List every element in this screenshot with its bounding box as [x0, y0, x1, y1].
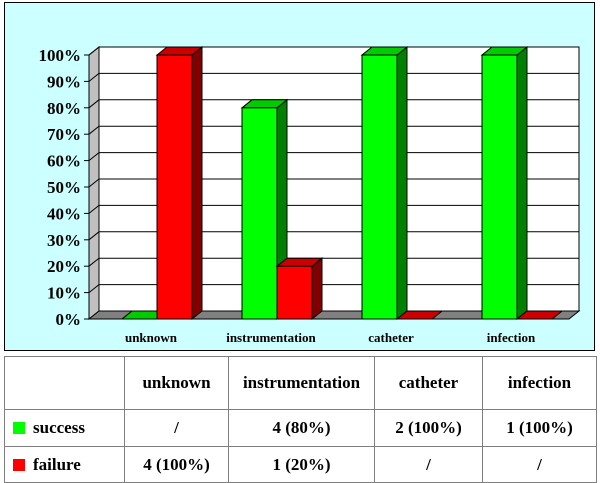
failure-swatch	[13, 458, 25, 471]
gridline	[88, 204, 579, 214]
y-tick-label: 10%	[47, 284, 81, 303]
gridline	[88, 46, 579, 56]
bar-chart: 0% 10% 20% 30% 40% 50% 60% 70% 80% 90% 100% unknown…	[39, 45, 581, 345]
y-tick-label: 20%	[47, 257, 81, 276]
x-category-label: infection	[487, 330, 536, 345]
table-cell: 2 (100%)	[374, 409, 483, 447]
x-category-label: catheter	[368, 330, 414, 345]
table-header-row: unknown instrumentation catheter infecti…	[4, 356, 597, 410]
y-tick-label: 80%	[47, 99, 81, 118]
table-cell: /	[482, 446, 597, 483]
table-cell: 1 (100%)	[482, 409, 597, 447]
table-header-instrumentation: instrumentation	[228, 356, 375, 410]
bar-failure	[276, 265, 313, 320]
bar-side-success	[516, 45, 528, 321]
table-cell: 4 (80%)	[228, 409, 375, 447]
table-header-unknown: unknown	[124, 356, 229, 410]
table-cell: /	[374, 446, 483, 483]
y-tick-label: 100%	[39, 46, 82, 65]
chart-panel: 0% 10% 20% 30% 40% 50% 60% 70% 80% 90% 100% unknown…	[4, 2, 595, 351]
series-name: success	[33, 418, 85, 437]
bar-side-failure	[191, 45, 203, 321]
table-header-corner	[4, 356, 125, 410]
table-cell: 4 (100%)	[124, 446, 229, 483]
series-label-failure: failure	[4, 446, 125, 483]
gridline	[88, 284, 579, 293]
y-tick-label: 50%	[47, 178, 81, 197]
gridline	[88, 152, 579, 161]
y-tick-label: 60%	[47, 152, 81, 171]
table-header-catheter: catheter	[374, 356, 483, 410]
table-header-infection: infection	[482, 356, 597, 410]
y-tick-label: 90%	[47, 72, 81, 91]
bar-success	[361, 54, 398, 320]
success-swatch	[13, 422, 25, 434]
bar-top-failure	[515, 310, 564, 320]
gridline	[88, 231, 579, 241]
bar-top-failure	[395, 310, 444, 320]
bar-failure	[156, 54, 193, 320]
y-tick-label: 70%	[47, 125, 81, 144]
y-tick-label: 30%	[47, 231, 81, 250]
table-row: success / 4 (80%) 2 (100%) 1 (100%)	[4, 409, 597, 447]
table-row: failure 4 (100%) 1 (20%) / /	[4, 446, 597, 483]
bar-success	[241, 107, 278, 320]
gridline	[88, 99, 579, 109]
table-cell: /	[124, 409, 229, 447]
gridline	[88, 72, 579, 82]
y-tick-label: 0%	[56, 310, 82, 329]
series-label-success: success	[4, 409, 125, 447]
gridline	[88, 125, 579, 135]
series-name: failure	[33, 454, 81, 474]
y-tick-label: 40%	[47, 204, 81, 223]
bar-success	[481, 54, 518, 320]
x-category-label: instrumentation	[226, 330, 316, 345]
bar-side-failure	[311, 257, 323, 321]
data-table: unknown instrumentation catheter infecti…	[4, 356, 597, 483]
gridline	[88, 257, 579, 267]
gridline	[88, 178, 579, 188]
table-cell: 1 (20%)	[228, 446, 375, 483]
x-category-label: unknown	[125, 330, 178, 345]
bar-side-success	[396, 45, 408, 321]
